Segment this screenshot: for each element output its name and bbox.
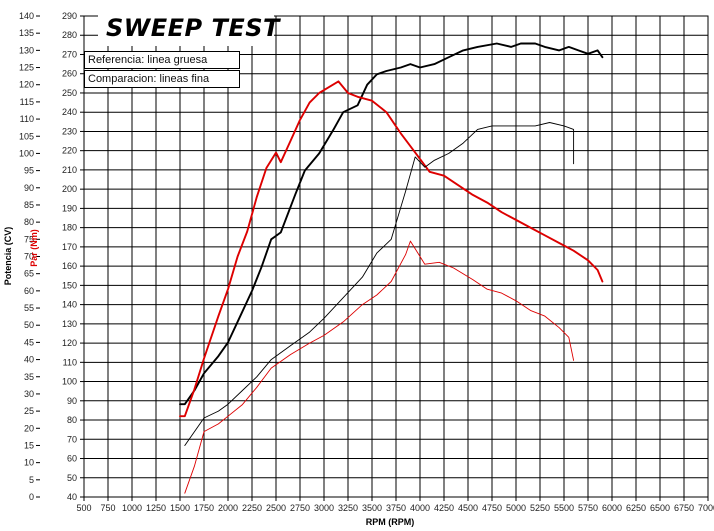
x-tick-label: 5750 <box>578 503 598 513</box>
power-tick-label: 70 <box>24 252 34 262</box>
series-line-4: Par comparacion (lineas fina) <box>184 240 575 494</box>
power-tick-label: 60 <box>24 286 34 296</box>
torque-tick-label: 180 <box>62 223 77 233</box>
power-tick-label: 130 <box>19 45 34 55</box>
power-tick-label: 105 <box>19 131 34 141</box>
power-tick-label: 100 <box>19 148 34 158</box>
torque-tick-label: 120 <box>62 338 77 348</box>
torque-tick-label: 70 <box>67 434 77 444</box>
power-tick-label: 15 <box>24 440 34 450</box>
legend-comparison: Comparacion: lineas fina <box>84 70 240 88</box>
torque-tick-label: 270 <box>62 49 77 59</box>
torque-tick-label: 100 <box>62 377 77 387</box>
power-tick-label: 30 <box>24 389 34 399</box>
x-tick-label: 5250 <box>530 503 550 513</box>
torque-tick-label: 40 <box>67 492 77 502</box>
x-tick-label: 1750 <box>194 503 214 513</box>
x-tick-label: 5500 <box>554 503 574 513</box>
x-tick-label: 4250 <box>434 503 454 513</box>
power-tick-label: 0 <box>29 492 34 502</box>
axes: 500 750 1000 1250 1500 1750 2000 2250 2500 2750 30… <box>19 11 714 513</box>
power-tick-label: 50 <box>24 320 34 330</box>
x-tick-label: 2250 <box>242 503 262 513</box>
torque-tick-label: 230 <box>62 126 77 136</box>
torque-tick-label: 160 <box>62 261 77 271</box>
power-tick-label: 35 <box>24 372 34 382</box>
x-tick-label: 500 <box>76 503 91 513</box>
x-tick-label: 4500 <box>458 503 478 513</box>
power-tick-label: 85 <box>24 200 34 210</box>
power-tick-label: 5 <box>29 475 34 485</box>
torque-tick-label: 280 <box>62 30 77 40</box>
x-tick-label: 4000 <box>410 503 430 513</box>
x-axis-title: RPM (RPM) <box>366 517 415 527</box>
x-tick-label: 2750 <box>290 503 310 513</box>
torque-tick-label: 190 <box>62 203 77 213</box>
torque-tick-label: 250 <box>62 88 77 98</box>
x-tick-label: 1250 <box>146 503 166 513</box>
title-backdrop <box>98 12 274 46</box>
x-tick-label: 6250 <box>626 503 646 513</box>
x-tick-label: 1500 <box>170 503 190 513</box>
power-tick-label: 40 <box>24 355 34 365</box>
power-tick-label: 110 <box>20 114 34 124</box>
power-tick-label: 65 <box>24 269 34 279</box>
x-tick-label: 7000 <box>698 503 714 513</box>
power-tick-label: 80 <box>24 217 34 227</box>
y-axis-title-power: Potencia (CV) <box>3 227 13 286</box>
torque-tick-label: 170 <box>62 242 77 252</box>
torque-tick-label: 80 <box>67 415 77 425</box>
x-tick-label: 4750 <box>482 503 502 513</box>
y-axis-title-torque: Par (Nm) <box>29 229 39 267</box>
torque-tick-label: 210 <box>62 165 77 175</box>
series-line-3: Potencia comparacion (lineas fina) <box>184 122 575 446</box>
torque-tick-label: 130 <box>62 319 77 329</box>
x-tick-label: 5000 <box>506 503 526 513</box>
torque-tick-label: 240 <box>62 107 77 117</box>
torque-tick-label: 260 <box>62 69 77 79</box>
power-tick-label: 25 <box>24 406 34 416</box>
x-tick-label: 6000 <box>602 503 622 513</box>
power-tick-label: 120 <box>19 80 34 90</box>
x-tick-label: 750 <box>100 503 115 513</box>
torque-tick-label: 110 <box>63 357 77 367</box>
x-tick-label: 2500 <box>266 503 286 513</box>
power-tick-label: 75 <box>24 234 34 244</box>
torque-tick-label: 140 <box>62 300 77 310</box>
legend-reference: Referencia: linea gruesa <box>84 51 240 69</box>
x-tick-label: 3750 <box>386 503 406 513</box>
torque-tick-label: 60 <box>67 454 77 464</box>
power-tick-label: 20 <box>24 423 34 433</box>
x-tick-label: 3500 <box>362 503 382 513</box>
x-tick-label: 6750 <box>674 503 694 513</box>
series-line-1: Potencia referencia (linea gruesa) <box>179 42 604 406</box>
power-tick-label: 10 <box>24 458 34 468</box>
torque-tick-label: 150 <box>62 280 77 290</box>
chart-title: SWEEP TEST <box>106 14 280 42</box>
series-line-2: Par referencia (linea gruesa) <box>179 80 604 418</box>
torque-tick-label: 220 <box>62 146 77 156</box>
torque-tick-label: 200 <box>62 184 77 194</box>
power-tick-label: 90 <box>24 183 34 193</box>
power-tick-label: 55 <box>24 303 34 313</box>
series-layer: Potencia referencia (linea gruesa)Par re… <box>179 42 604 494</box>
torque-tick-label: 50 <box>67 473 77 483</box>
torque-tick-label: 290 <box>62 11 77 21</box>
x-tick-label: 2000 <box>218 503 238 513</box>
power-tick-label: 135 <box>19 28 34 38</box>
power-tick-label: 95 <box>24 166 34 176</box>
x-tick-label: 1000 <box>122 503 142 513</box>
power-tick-label: 115 <box>20 97 34 107</box>
x-tick-label: 6500 <box>650 503 670 513</box>
x-tick-label: 3250 <box>338 503 358 513</box>
power-tick-label: 140 <box>19 11 34 21</box>
grid <box>83 15 709 498</box>
x-tick-label: 3000 <box>314 503 334 513</box>
power-tick-label: 45 <box>24 337 34 347</box>
power-tick-label: 125 <box>19 63 34 73</box>
torque-tick-label: 90 <box>67 396 77 406</box>
